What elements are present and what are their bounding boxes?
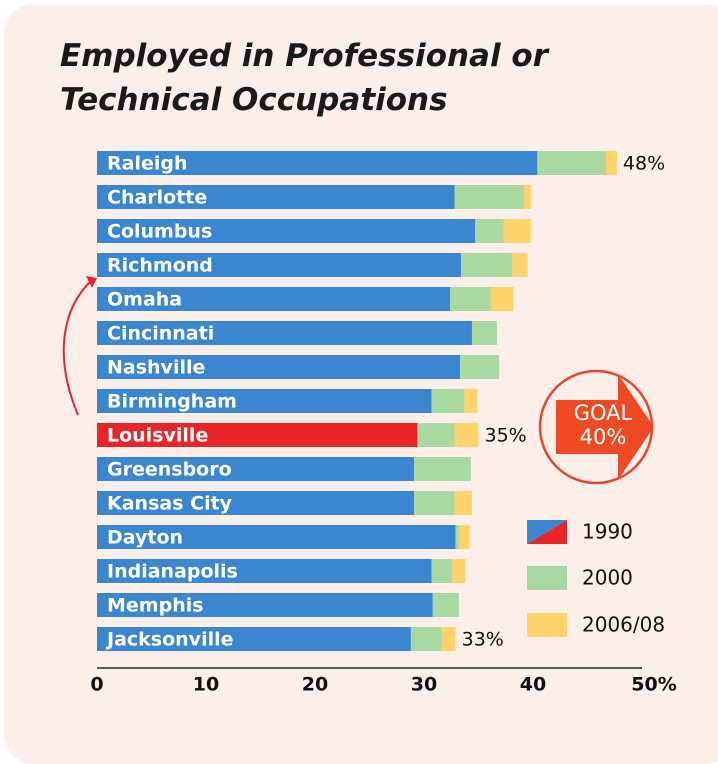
bar-segment xyxy=(97,491,415,515)
bar-segment xyxy=(431,389,465,413)
bar-segment xyxy=(490,287,514,311)
bar-segment xyxy=(97,457,415,481)
legend-swatch xyxy=(527,566,567,590)
chart-title: Employed in Professional or Technical Oc… xyxy=(60,38,548,118)
category-label: Birmingham xyxy=(107,391,237,413)
bar-segment xyxy=(97,321,472,345)
bar-segment xyxy=(455,525,459,549)
bar-segment xyxy=(97,423,418,447)
legend-swatch xyxy=(527,520,567,544)
bar-segment xyxy=(503,219,531,243)
bar-segment xyxy=(432,593,459,617)
bar-segment xyxy=(450,287,491,311)
category-label: Omaha xyxy=(107,289,182,311)
goal-text: 40% xyxy=(580,425,627,449)
bar-segment xyxy=(97,355,460,379)
total-label: 33% xyxy=(462,629,504,651)
bar-segment xyxy=(454,185,525,209)
category-label: Indianapolis xyxy=(107,561,238,583)
bar-segment xyxy=(512,253,528,277)
bar-segment xyxy=(97,219,476,243)
bar-segment xyxy=(97,253,462,277)
total-label: 48% xyxy=(623,153,665,175)
x-tick-label: 0 xyxy=(90,674,103,696)
category-label: Raleigh xyxy=(107,153,188,175)
bar-segment xyxy=(97,627,411,651)
category-label: Charlotte xyxy=(107,187,207,209)
x-tick-label: 20 xyxy=(302,674,328,696)
page: Employed in Professional or Technical Oc… xyxy=(4,4,718,764)
category-label: Columbus xyxy=(107,221,212,243)
goal-text: GOAL xyxy=(574,401,633,425)
bar-segment xyxy=(97,559,432,583)
bar-segment xyxy=(464,389,478,413)
bar-segment xyxy=(454,423,479,447)
bar-segment xyxy=(97,151,538,175)
bar-segment xyxy=(97,185,455,209)
bar-segment xyxy=(414,457,471,481)
category-label: Nashville xyxy=(107,357,205,379)
bar-segment xyxy=(414,491,455,515)
bar-segment xyxy=(410,627,442,651)
category-label: Richmond xyxy=(107,255,213,277)
category-label: Dayton xyxy=(107,527,183,549)
bar-segment xyxy=(524,185,531,209)
legend-label: 1990 xyxy=(582,520,633,544)
category-label: Kansas City xyxy=(107,493,233,515)
bar-segment xyxy=(461,253,513,277)
bar-segment xyxy=(606,151,617,175)
category-label: Memphis xyxy=(107,595,204,617)
bar-segment xyxy=(454,491,472,515)
bar-segment xyxy=(537,151,607,175)
bar-segment xyxy=(475,219,504,243)
legend-label: 2000 xyxy=(582,566,633,590)
bar-segment xyxy=(441,627,456,651)
bar-segment xyxy=(459,355,500,379)
bar-segment xyxy=(431,559,453,583)
trend-arrow-head xyxy=(86,276,97,288)
legend-swatch xyxy=(527,613,567,637)
category-label: Louisville xyxy=(107,425,208,447)
chart: Raleigh Charlotte Columbus Richmond Omaha Cin… xyxy=(62,151,677,696)
trend-arrow xyxy=(62,279,93,416)
bar-segment xyxy=(458,525,470,549)
bar-segment xyxy=(97,593,433,617)
bar-segment xyxy=(97,389,432,413)
bar-segment xyxy=(471,321,498,345)
category-label: Cincinnati xyxy=(107,323,214,345)
category-label: Jacksonville xyxy=(105,629,234,651)
total-label: 35% xyxy=(485,425,527,447)
x-tick-label: 50% xyxy=(631,674,676,696)
bar-segment xyxy=(97,525,456,549)
x-tick-label: 30 xyxy=(411,674,437,696)
category-label: Greensboro xyxy=(107,459,232,481)
x-tick-label: 40 xyxy=(520,674,546,696)
x-tick-label: 10 xyxy=(193,674,219,696)
bar-segment xyxy=(452,559,466,583)
bar-segment xyxy=(417,423,455,447)
bar-segment xyxy=(97,287,451,311)
goal-arrow xyxy=(556,374,654,480)
legend-label: 2006/08 xyxy=(582,613,665,637)
